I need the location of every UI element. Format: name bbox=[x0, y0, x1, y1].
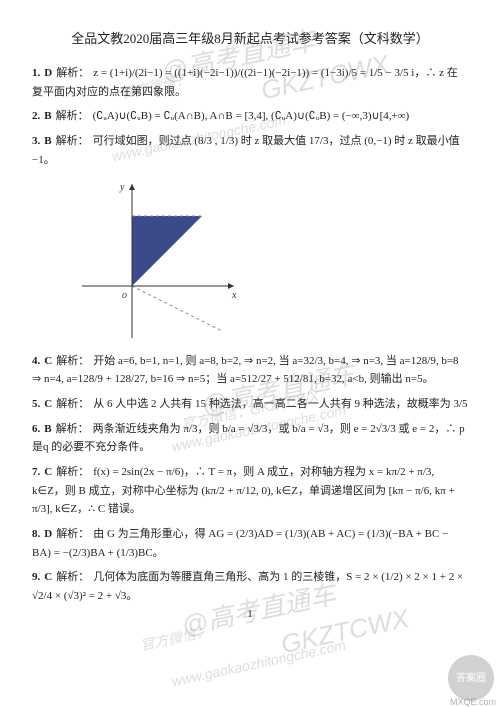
question-item: 3. B 解析：可行域如图，则过点 (8/3 , 1/3) 时 z 取最大值 17/… bbox=[32, 132, 468, 169]
question-list: 1.D解析：z = (1+i)/(2i−1) = ((1+i)(−2i−1))/… bbox=[32, 64, 468, 606]
analysis-body: 从 6 人中选 2 人共有 15 种选法，高一高二各一人共有 9 种选法，故概率… bbox=[93, 398, 467, 410]
question-item: 1. D 解析：z = (1+i)/(2i−1) = ((1+i)(−2i−1))/… bbox=[32, 64, 468, 101]
question-number: 9. bbox=[32, 571, 40, 583]
question-number: 3. bbox=[32, 135, 40, 147]
analysis-label: 解析： bbox=[56, 398, 89, 410]
watermark-text: www.gaokaozhitongche.com bbox=[170, 637, 347, 690]
answer-letter: C bbox=[44, 355, 52, 367]
question-number: 6. bbox=[32, 423, 40, 435]
analysis-body: 可行域如图，则过点 (8/3 , 1/3) 时 z 取最大值 17/3，过点 (… bbox=[32, 135, 460, 166]
analysis-label: 解析： bbox=[56, 571, 89, 583]
answer-letter: D bbox=[44, 67, 52, 79]
answer-letter: C bbox=[44, 398, 52, 410]
question-number: 7. bbox=[32, 466, 40, 478]
page-title: 全品文教2020届高三年级8月新起点考试参考答案（文科数学） bbox=[32, 28, 468, 50]
answer-letter: B bbox=[44, 423, 51, 435]
corner-url: MXQE.com bbox=[450, 697, 496, 707]
analysis-body: f(x) = 2sin(2x − π/6)，∴ T = π，则 A 成立，对称轴… bbox=[32, 466, 455, 515]
analysis-label: 解析： bbox=[56, 528, 89, 540]
question-item: 9. C 解析：几何体为底面为等腰直角三角形、高为 1 的三棱锥，S = 2 × (… bbox=[32, 568, 468, 605]
analysis-body: (∁ᵤA)∪(∁ᵤB) = ∁ᵤ(A∩B), A∩B = [3,4], (∁ᵤA… bbox=[93, 110, 410, 122]
question-number: 1. bbox=[32, 67, 40, 79]
x-axis-label: x bbox=[231, 290, 237, 301]
analysis-label: 解析： bbox=[56, 135, 89, 147]
analysis-body: 两条渐近线夹角为 π/3，则 b/a = √3/3，或 b/a = √3，则 e… bbox=[32, 423, 465, 454]
analysis-body: 几何体为底面为等腰直角三角形、高为 1 的三棱锥，S = 2 × (1/2) ×… bbox=[32, 571, 463, 602]
y-axis-label: y bbox=[119, 182, 125, 193]
page-number: 1 bbox=[0, 605, 500, 624]
analysis-label: 解析： bbox=[56, 67, 89, 79]
question-item: 8. D 解析：由 G 为三角形重心，得 AG = (2/3)AD = (1/3)(… bbox=[32, 525, 468, 562]
question-number: 4. bbox=[32, 355, 40, 367]
analysis-body: z = (1+i)/(2i−1) = ((1+i)(−2i−1))/((2i−1… bbox=[32, 67, 458, 98]
question-number: 2. bbox=[32, 110, 40, 122]
question-number: 8. bbox=[32, 528, 40, 540]
origin-label: o bbox=[122, 290, 127, 301]
analysis-label: 解析： bbox=[56, 355, 89, 367]
page-container: 全品文教2020届高三年级8月新起点考试参考答案（文科数学） 1.D解析：z =… bbox=[0, 0, 500, 632]
question-item: 6. B 解析：两条渐近线夹角为 π/3，则 b/a = √3/3，或 b/a = … bbox=[32, 420, 468, 457]
answer-letter: B bbox=[44, 135, 51, 147]
analysis-label: 解析： bbox=[56, 423, 89, 435]
answer-letter: D bbox=[44, 528, 52, 540]
analysis-label: 解析： bbox=[56, 466, 89, 478]
answer-letter: C bbox=[44, 466, 52, 478]
question-item: 2. B 解析： (∁ᵤA)∪(∁ᵤB) = ∁ᵤ(A∩B), A∩B = [3,4]… bbox=[32, 107, 468, 126]
question-number: 5. bbox=[32, 398, 40, 410]
answer-letter: C bbox=[44, 571, 52, 583]
analysis-body: 由 G 为三角形重心，得 AG = (2/3)AD = (1/3)(AB + A… bbox=[32, 528, 448, 559]
question-item: 5. C 解析： 从 6 人中选 2 人共有 15 种选法，高一高二各一人共有 9 种… bbox=[32, 395, 468, 414]
analysis-body: 开始 a=6, b=1, n=1, 则 a=8, b=2, ⇒ n=2, 当 a… bbox=[32, 355, 459, 386]
question-item: 4. C 解析：开始 a=6, b=1, n=1, 则 a=8, b=2, ⇒ n=… bbox=[32, 352, 468, 389]
chart-svg: x y o bbox=[72, 176, 242, 346]
feasible-region-chart: x y o bbox=[72, 176, 242, 346]
question-item: 7. C 解析：f(x) = 2sin(2x − π/6)，∴ T = π，则 A … bbox=[32, 463, 468, 519]
analysis-label: 解析： bbox=[56, 110, 89, 122]
answer-letter: B bbox=[44, 110, 51, 122]
corner-stamp: 答案圈 bbox=[448, 655, 494, 701]
